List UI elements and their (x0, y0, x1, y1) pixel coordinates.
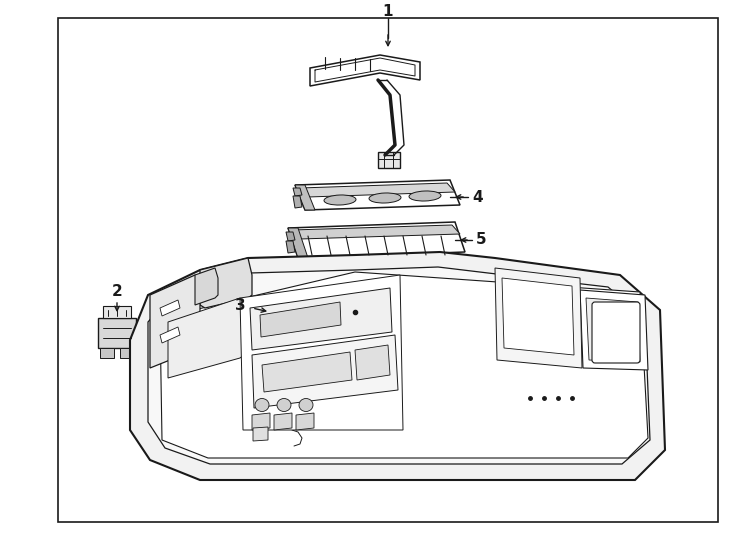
Text: 2: 2 (112, 285, 123, 300)
Polygon shape (292, 225, 460, 239)
Polygon shape (286, 232, 295, 241)
Polygon shape (103, 306, 131, 318)
Polygon shape (120, 348, 134, 358)
Polygon shape (296, 413, 314, 430)
Polygon shape (195, 268, 218, 305)
Ellipse shape (324, 195, 356, 205)
Polygon shape (262, 352, 352, 392)
Text: 1: 1 (382, 4, 393, 19)
Polygon shape (355, 345, 390, 380)
Polygon shape (286, 241, 295, 253)
Polygon shape (502, 278, 574, 355)
Polygon shape (252, 335, 398, 408)
Bar (58, 18, 718, 522)
Polygon shape (378, 152, 400, 168)
Polygon shape (295, 185, 315, 210)
Polygon shape (293, 188, 302, 196)
Polygon shape (274, 413, 292, 430)
Polygon shape (295, 180, 460, 210)
Polygon shape (310, 55, 420, 86)
Polygon shape (148, 267, 650, 464)
Ellipse shape (255, 399, 269, 411)
Polygon shape (253, 427, 268, 441)
Polygon shape (100, 348, 114, 358)
Polygon shape (160, 327, 180, 343)
Polygon shape (580, 290, 648, 370)
Polygon shape (240, 275, 403, 430)
Polygon shape (495, 268, 582, 368)
Polygon shape (265, 335, 295, 348)
Polygon shape (586, 298, 640, 362)
Text: 3: 3 (235, 298, 245, 313)
Text: 4: 4 (473, 190, 483, 205)
Polygon shape (293, 196, 302, 208)
Polygon shape (150, 275, 200, 368)
Polygon shape (300, 183, 455, 197)
Polygon shape (288, 228, 308, 258)
Polygon shape (168, 298, 244, 378)
Ellipse shape (299, 399, 313, 411)
Ellipse shape (277, 399, 291, 411)
Polygon shape (288, 222, 465, 258)
Text: 5: 5 (476, 233, 487, 247)
Polygon shape (160, 272, 648, 458)
Polygon shape (252, 413, 270, 430)
Polygon shape (250, 288, 392, 350)
Ellipse shape (409, 191, 441, 201)
Polygon shape (270, 305, 290, 322)
Polygon shape (130, 252, 665, 480)
Polygon shape (260, 302, 341, 337)
FancyBboxPatch shape (592, 302, 640, 363)
Polygon shape (160, 300, 180, 316)
Polygon shape (98, 318, 136, 348)
Ellipse shape (369, 193, 401, 203)
Polygon shape (200, 258, 252, 308)
